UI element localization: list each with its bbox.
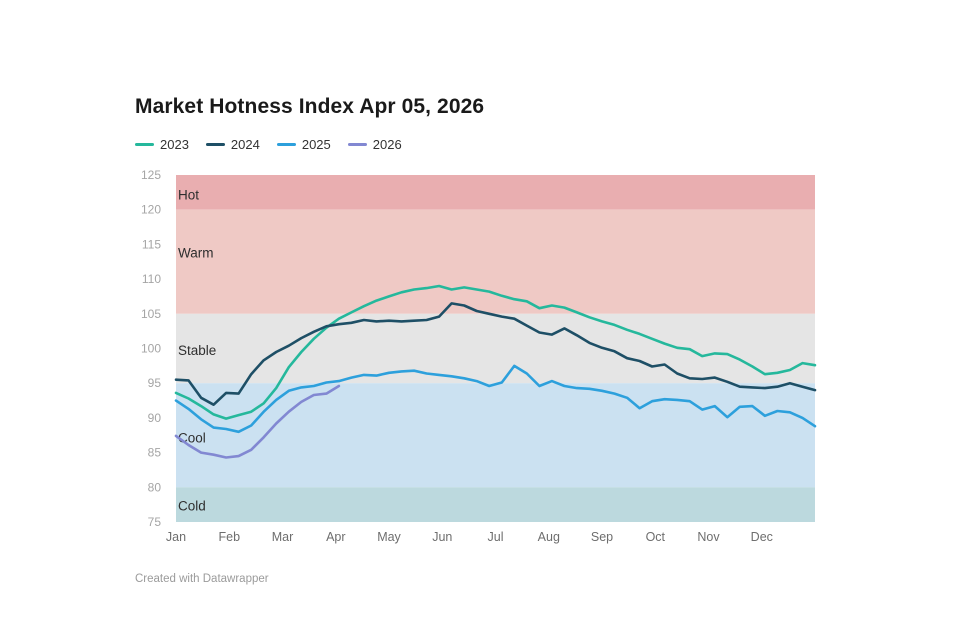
x-tick-label: Aug <box>538 530 560 544</box>
band-label-cool: Cool <box>178 430 206 445</box>
legend-swatch-2026 <box>347 143 367 146</box>
x-tick-label: Apr <box>326 530 345 544</box>
x-tick-label: Feb <box>219 530 241 544</box>
legend-item-2024: 2024 <box>205 137 260 152</box>
y-tick-label: 110 <box>142 272 161 286</box>
band-hot <box>176 175 815 210</box>
series-line-2023 <box>174 284 817 420</box>
x-tick-label: May <box>377 530 401 544</box>
x-tick-label: Sep <box>591 530 613 544</box>
x-tick-label: Jun <box>432 530 452 544</box>
x-tick-label: Dec <box>751 530 773 544</box>
y-tick-label: 115 <box>142 237 161 251</box>
legend-swatch-2025 <box>276 143 296 146</box>
legend-item-2026: 2026 <box>347 137 402 152</box>
chart-title: Market Hotness Index Apr 05, 2026 <box>135 95 485 118</box>
x-tick-label: Nov <box>697 530 720 544</box>
band-label-cold: Cold <box>178 498 206 513</box>
series-line-2024 <box>174 302 817 406</box>
series-line-2026 <box>174 384 341 459</box>
y-tick-label: 80 <box>148 480 162 494</box>
y-tick-label: 120 <box>141 203 161 217</box>
y-tick-label: 100 <box>141 342 161 356</box>
band-cool <box>176 383 815 488</box>
legend-label: 2024 <box>230 137 260 152</box>
chart-legend: 2023 2024 2025 2026 <box>135 137 402 152</box>
y-tick-label: 90 <box>148 411 162 425</box>
legend-swatch-2023 <box>135 143 154 146</box>
band-label-stable: Stable <box>178 343 216 358</box>
band-stable <box>176 313 815 384</box>
x-tick-label: Oct <box>646 530 666 544</box>
y-tick-label: 125 <box>141 168 161 182</box>
legend-item-2025: 2025 <box>276 137 331 152</box>
y-tick-label: 75 <box>148 515 162 529</box>
band-warm <box>176 209 815 314</box>
band-label-hot: Hot <box>178 187 199 202</box>
legend-label: 2026 <box>372 137 402 152</box>
y-tick-label: 85 <box>148 446 162 460</box>
legend-swatch-2024 <box>205 143 225 146</box>
legend-label: 2023 <box>160 137 189 152</box>
series-line-2025 <box>174 364 817 434</box>
attribution: Created with Datawrapper <box>135 573 269 585</box>
x-tick-label: Jan <box>166 530 186 544</box>
y-tick-label: 105 <box>141 307 161 321</box>
x-tick-label: Jul <box>488 530 504 544</box>
band-label-warm: Warm <box>178 246 214 261</box>
y-tick-label: 95 <box>148 376 162 390</box>
x-tick-label: Mar <box>272 530 294 544</box>
band-cold <box>176 487 815 522</box>
legend-label: 2025 <box>301 137 331 152</box>
legend-item-2023: 2023 <box>135 137 189 152</box>
